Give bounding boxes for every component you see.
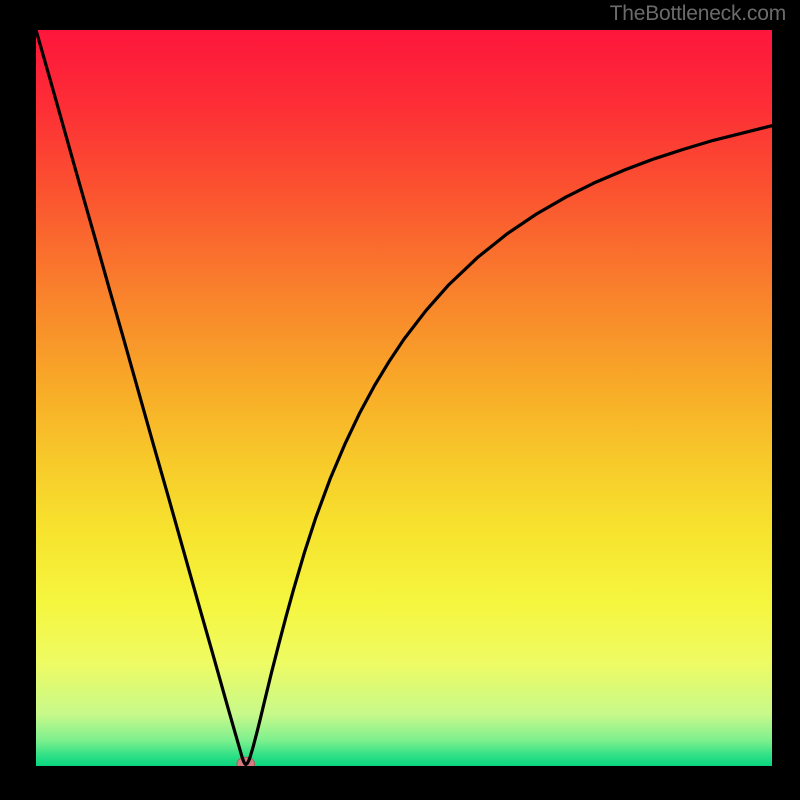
attribution-text: TheBottleneck.com [610, 2, 786, 26]
plot-area [36, 30, 772, 766]
gradient-background [36, 30, 772, 766]
chart-frame: TheBottleneck.com [0, 0, 800, 800]
bottleneck-curve-chart [36, 30, 772, 766]
